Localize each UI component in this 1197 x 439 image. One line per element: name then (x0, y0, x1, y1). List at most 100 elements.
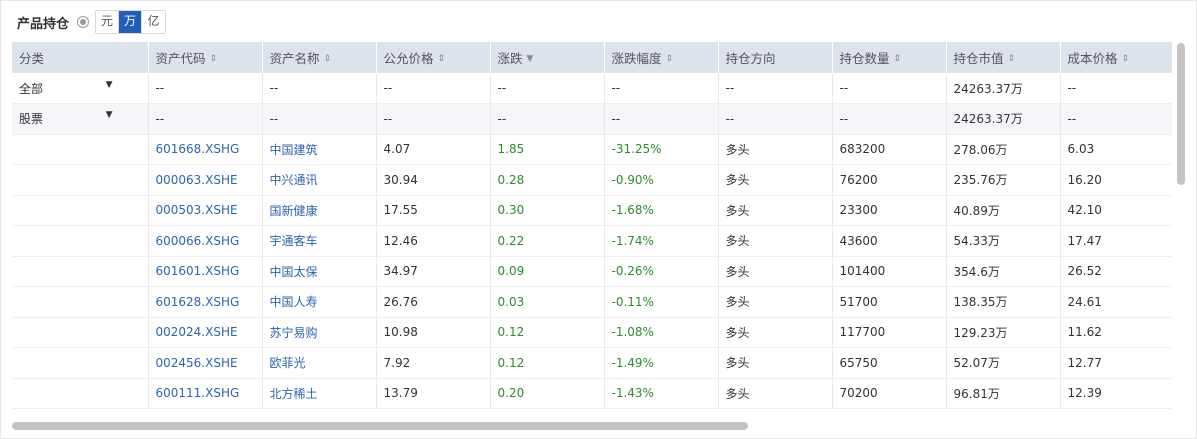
column-header-asset-code[interactable]: 资产代码 ⇕ (148, 42, 263, 73)
column-header-direction: 持仓方向 (718, 42, 833, 73)
unit-wan-button[interactable]: 万 (119, 11, 143, 33)
cell-asset-name[interactable]: 宇通客车 (262, 225, 377, 257)
cell-asset-code[interactable]: 002024.XSHE (148, 317, 263, 348)
cell-cost-price: 42.10 (1060, 195, 1172, 226)
cell-direction: 多头 (718, 256, 833, 287)
category-cell (12, 256, 149, 287)
group-cell-direction: -- (718, 73, 833, 104)
column-header-label: 持仓数量 (839, 51, 890, 66)
category-cell (12, 286, 149, 318)
cell-cost-price: 6.03 (1060, 134, 1172, 165)
column-header-label: 持仓市值 (953, 51, 1004, 66)
cell-asset-name[interactable]: 苏宁易购 (262, 317, 377, 348)
cell-asset-code[interactable]: 000063.XSHE (148, 164, 263, 196)
expand-caret-icon[interactable]: ▼ (105, 79, 113, 90)
settings-radio-icon[interactable] (77, 16, 90, 28)
unit-yuan-button[interactable]: 元 (96, 11, 120, 33)
group-cell-asset-name: -- (262, 103, 377, 135)
cell-asset-name[interactable]: 中国建筑 (262, 134, 377, 165)
table-row[interactable]: 000503.XSHE 国新健康 17.55 0.30 -1.68% 多头 23300 40.… (12, 195, 1172, 226)
category-label: 全部 (19, 81, 44, 96)
cell-asset-code[interactable]: 601668.XSHG (148, 134, 263, 165)
group-cell-asset-name: -- (262, 73, 377, 104)
group-cell-fair-price: -- (376, 103, 491, 135)
table-row[interactable]: 600111.XSHG 北方稀土 13.79 0.20 -1.43% 多头 70200 96.… (12, 378, 1172, 409)
table-row[interactable]: 002456.XSHE 欧菲光 7.92 0.12 -1.49% 多头 65750 52.07… (12, 347, 1172, 379)
horizontal-scrollbar[interactable] (12, 422, 748, 430)
cell-quantity: 101400 (832, 256, 947, 287)
table-row[interactable]: 600066.XSHG 宇通客车 12.46 0.22 -1.74% 多头 43600 54.… (12, 225, 1172, 257)
column-header-change-pct[interactable]: 涨跌幅度 ⇕ (604, 42, 719, 73)
cell-fair-price: 30.94 (376, 164, 491, 196)
sort-icon[interactable]: ⇕ (1121, 54, 1130, 64)
group-cell-quantity: -- (832, 103, 947, 135)
table-row[interactable]: 601628.XSHG 中国人寿 26.76 0.03 -0.11% 多头 51700 138… (12, 286, 1172, 318)
category-cell (12, 317, 149, 348)
cell-asset-code[interactable]: 600066.XSHG (148, 225, 263, 257)
cell-asset-name[interactable]: 中国太保 (262, 256, 377, 287)
sort-icon[interactable]: ⇕ (665, 54, 674, 64)
column-header-asset-name[interactable]: 资产名称 ⇕ (262, 42, 377, 73)
table-row[interactable]: 601601.XSHG 中国太保 34.97 0.09 -0.26% 多头 101400 35… (12, 256, 1172, 287)
sort-icon[interactable]: ⇕ (209, 54, 218, 64)
cell-market-value: 278.06万 (946, 134, 1061, 165)
cell-quantity: 23300 (832, 195, 947, 226)
cell-change: 1.85 (490, 134, 605, 165)
cell-cost-price: 11.62 (1060, 317, 1172, 348)
expand-caret-icon[interactable]: ▼ (105, 110, 113, 121)
cell-asset-code[interactable]: 002456.XSHE (148, 347, 263, 379)
cell-market-value: 54.33万 (946, 225, 1061, 257)
cell-change-pct: -0.11% (604, 286, 719, 318)
group-cell-market-value: 24263.37万 (946, 103, 1061, 135)
cell-asset-name[interactable]: 北方稀土 (262, 378, 377, 409)
cell-direction: 多头 (718, 317, 833, 348)
cell-change: 0.12 (490, 317, 605, 348)
sort-icon[interactable]: ⇕ (893, 54, 902, 64)
cell-quantity: 683200 (832, 134, 947, 165)
cell-asset-name[interactable]: 中兴通讯 (262, 164, 377, 196)
vertical-scrollbar[interactable] (1177, 43, 1185, 185)
sort-icon[interactable]: ⇕ (437, 54, 446, 64)
cell-direction: 多头 (718, 225, 833, 257)
category-cell[interactable]: 全部 ▼ (12, 73, 149, 104)
cell-direction: 多头 (718, 134, 833, 165)
cell-asset-name[interactable]: 中国人寿 (262, 286, 377, 318)
sort-icon[interactable]: ⇕ (1007, 54, 1016, 64)
holdings-table: 分类 资产代码 ⇕ 资产名称 ⇕ 公允价格 ⇕ 涨跌 ▼ 涨跌幅度 ⇕ 持仓方向 持仓数量 ⇕ 持仓市值 ⇕ 成… (12, 42, 1172, 428)
column-header-quantity[interactable]: 持仓数量 ⇕ (832, 42, 947, 73)
cell-asset-code[interactable]: 000503.XSHE (148, 195, 263, 226)
table-row[interactable]: 000063.XSHE 中兴通讯 30.94 0.28 -0.90% 多头 76200 235… (12, 164, 1172, 196)
cell-asset-name[interactable]: 欧菲光 (262, 347, 377, 379)
group-row[interactable]: 股票 ▼ -- -- -- -- -- -- -- 24263.37万 -- (12, 103, 1172, 135)
cell-market-value: 52.07万 (946, 347, 1061, 379)
cell-cost-price: 12.77 (1060, 347, 1172, 379)
column-header-category: 分类 (12, 42, 149, 73)
group-cell-cost-price: -- (1060, 103, 1172, 135)
cell-cost-price: 24.61 (1060, 286, 1172, 318)
cell-asset-code[interactable]: 601628.XSHG (148, 286, 263, 318)
cell-asset-name[interactable]: 国新健康 (262, 195, 377, 226)
cell-change-pct: -1.74% (604, 225, 719, 257)
column-header-label: 资产名称 (269, 51, 320, 66)
unit-yi-button[interactable]: 亿 (142, 11, 166, 33)
sort-desc-icon[interactable]: ▼ (526, 54, 534, 64)
cell-market-value: 40.89万 (946, 195, 1061, 226)
category-cell[interactable]: 股票 ▼ (12, 103, 149, 135)
cell-change-pct: -0.26% (604, 256, 719, 287)
table-row[interactable]: 002024.XSHE 苏宁易购 10.98 0.12 -1.08% 多头 117700 12… (12, 317, 1172, 348)
cell-quantity: 117700 (832, 317, 947, 348)
cell-asset-code[interactable]: 601601.XSHG (148, 256, 263, 287)
cell-change: 0.30 (490, 195, 605, 226)
column-header-market-value[interactable]: 持仓市值 ⇕ (946, 42, 1061, 73)
category-cell (12, 347, 149, 379)
sort-icon[interactable]: ⇕ (323, 54, 332, 64)
category-cell (12, 134, 149, 165)
column-header-label: 公允价格 (383, 51, 434, 66)
group-row[interactable]: 全部 ▼ -- -- -- -- -- -- -- 24263.37万 -- (12, 73, 1172, 104)
column-header-fair-price[interactable]: 公允价格 ⇕ (376, 42, 491, 73)
table-row[interactable]: 601668.XSHG 中国建筑 4.07 1.85 -31.25% 多头 683200 27… (12, 134, 1172, 165)
cell-asset-code[interactable]: 600111.XSHG (148, 378, 263, 409)
column-header-change[interactable]: 涨跌 ▼ (490, 42, 605, 73)
column-header-cost-price[interactable]: 成本价格 ⇕ (1060, 42, 1172, 73)
cell-quantity: 76200 (832, 164, 947, 196)
